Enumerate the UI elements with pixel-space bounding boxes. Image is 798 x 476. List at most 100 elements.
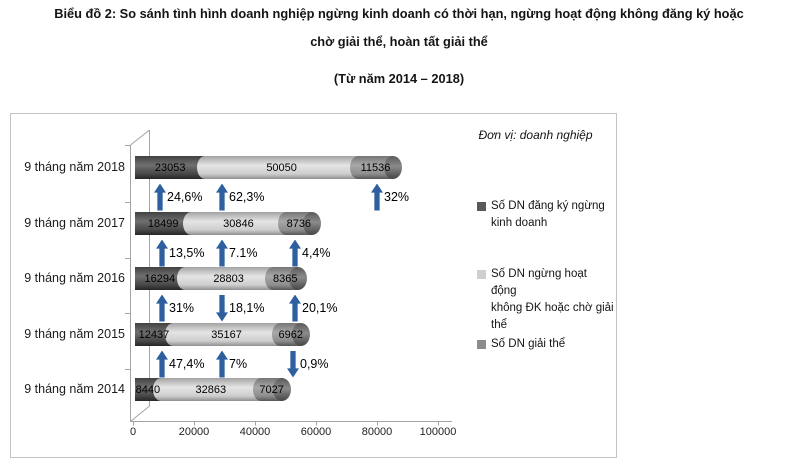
growth-arrow-up-icon bbox=[289, 239, 301, 267]
category-label: 9 tháng năm 2016 bbox=[24, 270, 125, 285]
growth-arrow-up-icon bbox=[289, 294, 301, 322]
bar-value-label: 6962 bbox=[278, 328, 304, 341]
bar-value-label: 23053 bbox=[154, 161, 186, 174]
bar-segment: 18499 bbox=[135, 212, 192, 235]
growth-arrow-up-icon bbox=[156, 350, 168, 378]
growth-annotation: 4,4% bbox=[289, 239, 331, 267]
bar-value-label: 8736 bbox=[286, 217, 312, 230]
bar-value-label: 12437 bbox=[138, 328, 170, 341]
bar-segment: 6962 bbox=[272, 323, 311, 346]
x-axis-tick-label: 40000 bbox=[239, 426, 271, 438]
bar-value-label: 30846 bbox=[223, 217, 254, 230]
growth-pct-label: 47,4% bbox=[169, 357, 205, 371]
bar-value-label: 32863 bbox=[195, 383, 227, 396]
bar-segment: 7027 bbox=[252, 378, 292, 401]
bar-segment: 28803 bbox=[176, 267, 273, 290]
growth-pct-label: 13,5% bbox=[169, 246, 205, 260]
bar-value-label: 7027 bbox=[259, 383, 284, 396]
bar-value-label: 50050 bbox=[266, 161, 297, 174]
growth-annotation: 20,1% bbox=[289, 294, 337, 322]
legend-label: Số DN ngừng hoạt động không ĐK hoặc chờ … bbox=[491, 268, 614, 331]
growth-annotation: 7.1% bbox=[216, 239, 258, 267]
legend-swatch bbox=[477, 202, 486, 211]
bar-segment: 8440 bbox=[135, 378, 161, 401]
bar-value-label: 16294 bbox=[144, 272, 176, 285]
bar-segment: 50050 bbox=[197, 156, 358, 179]
growth-arrow-up-icon bbox=[154, 183, 166, 211]
growth-pct-label: 4,4% bbox=[302, 246, 331, 260]
growth-pct-label: 0,9% bbox=[300, 357, 329, 371]
bar-end-cap-icon bbox=[384, 156, 403, 179]
growth-pct-label: 18,1% bbox=[229, 301, 265, 315]
x-axis-tick-label: 80000 bbox=[361, 426, 393, 438]
bar-segment: 32863 bbox=[152, 378, 261, 401]
bar-segment: 30846 bbox=[183, 212, 286, 235]
growth-annotation: 7% bbox=[216, 350, 247, 378]
category-label: 9 tháng năm 2018 bbox=[24, 159, 125, 174]
bar-segment: 23053 bbox=[135, 156, 206, 179]
growth-arrow-up-icon bbox=[156, 294, 168, 322]
legend-label: Số DN đăng ký ngừng kinh doanh bbox=[491, 200, 605, 229]
bar-segment: 35167 bbox=[164, 323, 281, 346]
growth-annotation: 62,3% bbox=[216, 183, 264, 211]
growth-pct-label: 20,1% bbox=[302, 301, 338, 315]
bar-end-cap-icon bbox=[273, 378, 292, 401]
growth-annotation: 47,4% bbox=[156, 350, 204, 378]
x-axis-tick-label: 60000 bbox=[300, 426, 332, 438]
bar-segment: 16294 bbox=[135, 267, 185, 290]
bar-row: 23053 50050 11536 bbox=[135, 156, 403, 179]
category-label: 9 tháng năm 2015 bbox=[24, 326, 125, 341]
bar-segment: 8365 bbox=[264, 267, 308, 290]
growth-arrow-down-icon bbox=[216, 294, 228, 322]
bar-end-cap-icon bbox=[289, 267, 308, 290]
growth-annotation: 24,6% bbox=[154, 183, 202, 211]
growth-annotation: 31% bbox=[156, 294, 194, 322]
bar-row: 8440 32863 7027 bbox=[135, 378, 292, 401]
growth-annotation: 18,1% bbox=[216, 294, 264, 322]
legend-item: Số DN đăng ký ngừng kinh doanh bbox=[477, 198, 623, 232]
growth-pct-label: 32% bbox=[384, 190, 410, 204]
bar-segment: 11536 bbox=[349, 156, 403, 179]
bar-value-label: 11536 bbox=[360, 161, 391, 174]
x-axis-tick-label: 100000 bbox=[419, 426, 457, 438]
growth-arrow-up-icon bbox=[371, 183, 383, 211]
chart-box: Đơn vị: doanh nghiệp 9 tháng năm 2018 230… bbox=[10, 113, 617, 458]
growth-arrow-down-icon bbox=[287, 350, 299, 378]
legend-item: Số DN giải thể bbox=[477, 336, 623, 353]
growth-pct-label: 7.1% bbox=[229, 246, 258, 260]
legend-item: Số DN ngừng hoạt động không ĐK hoặc chờ … bbox=[477, 266, 623, 334]
growth-arrow-up-icon bbox=[216, 183, 228, 211]
legend-swatch bbox=[477, 340, 486, 349]
growth-pct-label: 31% bbox=[169, 301, 195, 315]
legend-swatch bbox=[477, 270, 486, 279]
bar-value-label: 8365 bbox=[273, 272, 298, 285]
bar-value-label: 8440 bbox=[135, 383, 161, 396]
bar-row: 12437 35167 6962 bbox=[135, 323, 311, 346]
bar-end-cap-icon bbox=[303, 212, 322, 235]
category-label: 9 tháng năm 2017 bbox=[24, 215, 125, 230]
bar-row: 18499 30846 8736 bbox=[135, 212, 322, 235]
bar-segment: 8736 bbox=[277, 212, 322, 235]
growth-pct-label: 24,6% bbox=[167, 190, 203, 204]
growth-arrow-up-icon bbox=[216, 350, 228, 378]
bar-end-cap-icon bbox=[292, 323, 311, 346]
chart-subtitle: (Từ năm 2014 – 2018) bbox=[333, 71, 465, 86]
x-axis-tick-label: 0 bbox=[129, 426, 137, 438]
chart-title-line-1: Biểu đồ 2: So sánh tình hình doanh nghiệ… bbox=[54, 6, 744, 21]
bar-value-label: 28803 bbox=[213, 272, 244, 285]
chart-title-line-2: chờ giải thể, hoàn tất giải thể bbox=[310, 34, 488, 49]
growth-arrow-up-icon bbox=[216, 239, 228, 267]
bar-value-label: 35167 bbox=[211, 328, 242, 341]
bar-row: 16294 28803 8365 bbox=[135, 267, 308, 290]
bar-segment: 12437 bbox=[135, 323, 173, 346]
growth-annotation: 0,9% bbox=[287, 350, 329, 378]
growth-arrow-up-icon bbox=[156, 239, 168, 267]
growth-annotation: 13,5% bbox=[156, 239, 204, 267]
growth-pct-label: 62,3% bbox=[229, 190, 265, 204]
category-label: 9 tháng năm 2014 bbox=[24, 381, 125, 396]
legend-label: Số DN giải thể bbox=[491, 338, 566, 350]
bar-value-label: 18499 bbox=[147, 217, 179, 230]
growth-annotation: 32% bbox=[371, 183, 409, 211]
x-axis-tick-label: 20000 bbox=[178, 426, 210, 438]
